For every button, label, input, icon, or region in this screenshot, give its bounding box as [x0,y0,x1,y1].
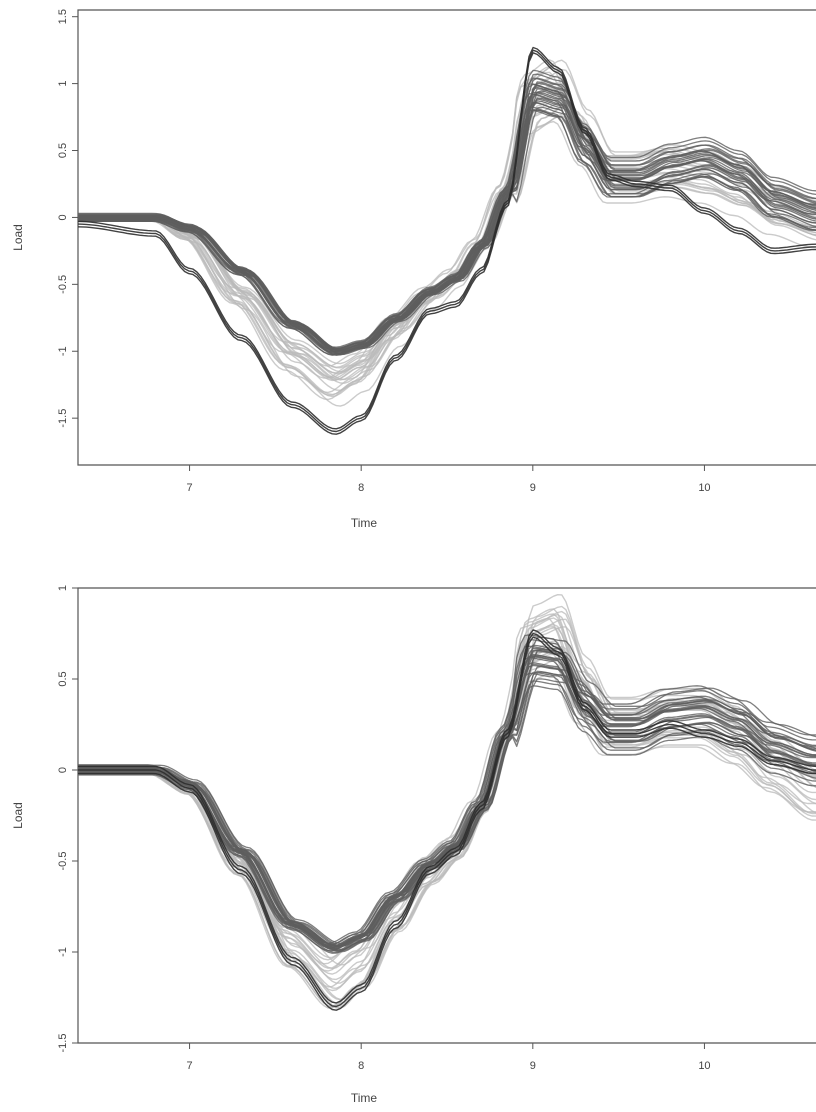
x-tick-label: 8 [358,482,364,494]
series-line-dark [78,632,816,1008]
series-line-mid [78,86,816,352]
series-line-mid [78,69,816,348]
x-axis-title: Time [351,1091,378,1105]
series-line-mid [78,639,816,945]
series-line-light [78,86,816,396]
series-line-mid [78,665,816,951]
y-tick-label: -1.5 [57,409,69,428]
x-tick-label: 9 [530,482,536,494]
series-line-mid [78,83,816,351]
series-line-light [78,105,816,381]
series-line-dark [78,46,816,430]
series-line-mid [78,92,816,353]
y-tick-label: 1 [57,585,69,591]
plot-frame [77,587,816,1044]
y-tick-label: -1 [57,346,69,356]
series-line-mid [78,90,816,352]
series-line-light [78,613,816,989]
series-line-light [78,626,816,966]
chart-panel-top: 7 8 9 10 -1.5 -1 -0.5 0 0.5 1 1.5 Time Load [11,9,816,530]
series-line-mid [78,91,816,353]
y-tick-label: 1 [57,81,69,87]
series-line-mid [78,109,816,356]
series-line-mid [78,649,816,947]
series-line-light [78,87,816,367]
x-tick-label: 9 [530,1060,536,1072]
x-axis-title: Time [351,516,378,530]
y-tick-label: -0.5 [57,275,69,294]
y-tick-label: 1.5 [57,9,69,24]
series-line-mid [78,685,816,954]
series-line-dark [78,636,816,1011]
y-tick-label: 0 [57,767,69,773]
series-line-light [78,617,816,1007]
y-tick-label: -1.5 [57,1034,69,1053]
series-line-mid [78,678,816,953]
y-tick-label: 0 [57,214,69,220]
y-tick-label: -0.5 [57,852,69,871]
series-line-mid [78,647,816,947]
series-line-light [78,104,816,384]
x-tick-label: 8 [358,1060,364,1072]
series-line-mid [78,88,816,352]
series-line-mid [78,82,816,351]
y-axis-title: Load [11,802,25,829]
series-line-mid [78,83,816,351]
series-line-mid [78,100,816,355]
y-tick-label: -1 [57,947,69,957]
series-line-mid [78,654,816,948]
y-tick-label: 0.5 [57,143,69,158]
series-line-dark [78,49,816,433]
series-line-mid [78,664,816,950]
curves-group [78,46,816,435]
series-line-light [78,618,816,1001]
series-line-light [78,90,816,407]
series-line-mid [78,670,816,952]
series-line-mid [78,106,816,356]
series-line-light [78,624,816,975]
series-line-light [78,605,816,1005]
series-line-light [78,626,816,969]
y-tick-label: 0.5 [57,671,69,686]
chart-panel-bottom: 7 8 9 10 -1.5 -1 -0.5 0 0.5 1 Time Load [11,585,816,1105]
series-line-light [78,594,816,1009]
series-line-dark [78,52,816,435]
series-line-mid [78,93,816,353]
series-line-mid [78,85,816,351]
curves-group [78,594,816,1011]
series-line-mid [78,680,816,954]
series-line-mid [78,648,816,947]
x-tick-label: 7 [186,1060,192,1072]
x-tick-label: 7 [186,482,192,494]
series-line-dark [78,629,816,1004]
series-line-light [78,610,816,1009]
plot-frame [77,9,816,466]
series-line-mid [78,81,816,351]
y-axis-title: Load [11,224,25,251]
series-line-light [78,627,816,970]
series-line-mid [78,91,816,353]
x-tick-label: 10 [698,482,710,494]
x-tick-label: 10 [698,1060,710,1072]
series-line-light [78,115,816,369]
series-line-mid [78,651,816,948]
series-line-light [78,608,816,1009]
series-line-mid [78,649,816,947]
